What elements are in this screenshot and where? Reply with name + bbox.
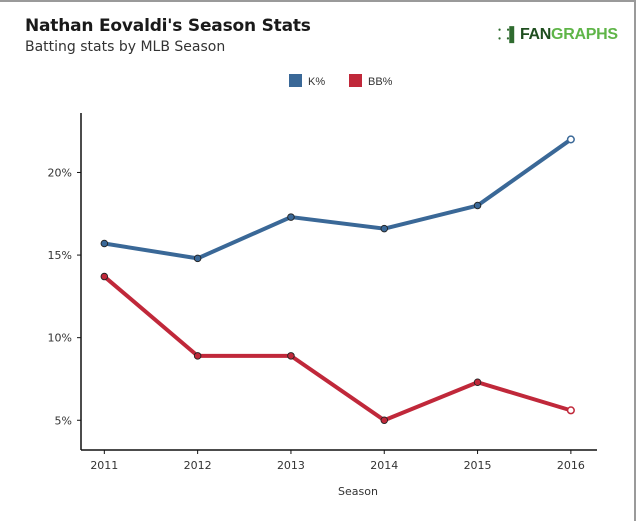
x-tick-label: 2015: [464, 459, 492, 472]
y-tick-label: 5%: [55, 414, 72, 427]
legend-label-k-pct: K%: [308, 76, 325, 88]
y-axis-ticks: 5% 10% 15% 20%: [48, 166, 81, 427]
data-point-k-pct-2013[interactable]: [287, 213, 295, 221]
data-point-bb-pct-2016[interactable]: [566, 406, 575, 415]
series-line-bb-pct: [103, 275, 572, 423]
logo-text-graphs: GRAPHS: [551, 25, 618, 43]
data-point-bb-pct-2014[interactable]: [380, 416, 389, 425]
series-layer: [100, 135, 575, 425]
data-point-bb-pct-2011[interactable]: [100, 272, 109, 281]
data-point-bb-pct-2013[interactable]: [287, 352, 295, 360]
batter-silhouette-icon: ⸬▌: [498, 26, 519, 42]
chart-subtitle: Batting stats by MLB Season: [25, 39, 226, 55]
x-tick-label: 2012: [184, 459, 212, 472]
x-axis-title: Season: [338, 485, 378, 498]
x-tick-label: 2014: [370, 459, 398, 472]
legend-swatch-bb-pct: [349, 74, 362, 87]
y-tick-label: 20%: [48, 166, 72, 179]
legend-label-bb-pct: BB%: [368, 76, 393, 88]
x-tick-label: 2013: [277, 459, 305, 472]
x-tick-label: 2011: [90, 459, 118, 472]
legend-swatch-k-pct: [289, 74, 302, 87]
y-tick-label: 10%: [48, 332, 72, 345]
data-point-k-pct-2014[interactable]: [380, 224, 389, 233]
y-tick-label: 15%: [48, 249, 72, 262]
data-point-k-pct-2015[interactable]: [473, 201, 482, 210]
x-axis-ticks: 2011 2012 2013 2014 2015 2016: [90, 450, 585, 472]
data-point-k-pct-2011[interactable]: [100, 239, 109, 248]
fangraphs-logo: ⸬▌ FAN GRAPHS: [498, 25, 618, 44]
data-point-bb-pct-2012[interactable]: [193, 352, 202, 360]
data-point-bb-pct-2015[interactable]: [473, 378, 482, 387]
legend: K% BB%: [289, 74, 393, 88]
series-line-k-pct: [104, 137, 573, 261]
logo-text-fan: FAN: [519, 25, 552, 43]
chart-title: Nathan Eovaldi's Season Stats: [25, 16, 311, 36]
data-point-k-pct-2012[interactable]: [193, 254, 202, 263]
x-tick-label: 2016: [557, 459, 585, 472]
data-point-k-pct-2016[interactable]: [566, 135, 575, 144]
